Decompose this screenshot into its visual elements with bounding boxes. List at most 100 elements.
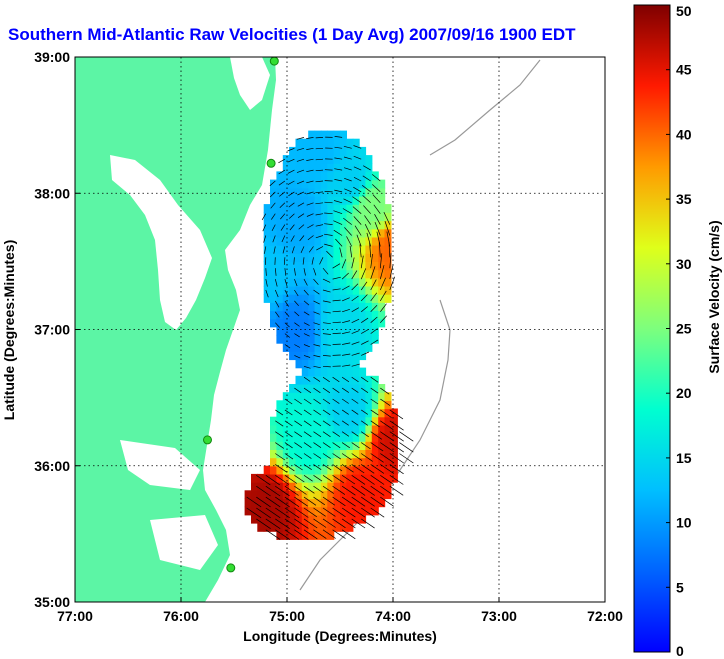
velocity-cell: [270, 220, 277, 230]
velocity-cell: [365, 204, 373, 213]
velocity-cell: [352, 359, 360, 369]
velocity-arrow: [303, 431, 312, 438]
velocity-arrow: [313, 398, 321, 405]
velocity-arrow: [322, 420, 331, 427]
velocity-cell: [282, 531, 290, 540]
velocity-arrow: [361, 398, 368, 404]
velocity-cell: [289, 465, 297, 475]
velocity-cell: [295, 163, 303, 173]
velocity-cell: [289, 171, 297, 181]
velocity-cell: [371, 294, 379, 303]
velocity-arrow: [360, 281, 368, 291]
velocity-arrow: [303, 365, 311, 369]
velocity-cell: [346, 146, 354, 156]
velocity-cell: [282, 523, 290, 532]
velocity-cell: [314, 228, 322, 238]
velocity-cell: [301, 449, 309, 459]
velocity-cell: [295, 351, 303, 361]
velocity-cell: [295, 302, 303, 311]
velocity-cell: [346, 138, 354, 148]
velocity-cell: [289, 433, 297, 442]
velocity-cell: [327, 416, 335, 426]
velocity-cell: [276, 302, 284, 311]
velocity-cell: [359, 473, 367, 483]
velocity-cell: [333, 465, 341, 475]
velocity-cell: [378, 245, 386, 254]
velocity-arrow: [332, 475, 344, 484]
velocity-cell: [333, 220, 341, 230]
velocity-arrow: [322, 387, 331, 394]
velocity-cell: [333, 285, 341, 295]
velocity-arrow: [332, 420, 340, 426]
velocity-cell: [301, 171, 309, 181]
velocity-cell: [327, 449, 335, 459]
velocity-arrow: [389, 431, 404, 442]
velocity-cell: [270, 196, 277, 205]
velocity-cell: [263, 490, 271, 500]
velocity-cell: [352, 302, 360, 311]
velocity-cell: [244, 498, 252, 508]
velocity-cell: [295, 490, 303, 500]
velocity-cell: [289, 318, 297, 328]
velocity-arrow: [271, 224, 276, 232]
velocity-arrow: [380, 420, 394, 430]
velocity-cell: [352, 351, 360, 361]
velocity-cell: [301, 163, 309, 173]
velocity-cell: [371, 424, 379, 434]
velocity-cell: [301, 392, 309, 401]
velocity-cell: [384, 228, 392, 238]
velocity-cell: [346, 196, 354, 205]
velocity-arrow: [342, 320, 351, 324]
velocity-cell: [333, 212, 341, 222]
velocity-cell: [282, 334, 290, 344]
velocity-arrow: [313, 333, 320, 336]
velocity-cell: [359, 482, 367, 491]
velocity-arrow: [322, 496, 335, 506]
velocity-cell: [333, 482, 341, 491]
velocity-cell: [384, 449, 392, 459]
velocity-cell: [333, 155, 341, 164]
velocity-cell: [340, 416, 347, 426]
velocity-arrow: [322, 507, 336, 517]
velocity-arrow: [303, 485, 315, 494]
velocity-cell: [308, 236, 316, 246]
velocity-cell: [276, 433, 284, 442]
velocity-arrow: [303, 507, 317, 518]
velocity-cell: [270, 204, 277, 213]
velocity-cell: [251, 473, 258, 483]
velocity-arrow: [315, 158, 324, 161]
velocity-arrow: [313, 409, 322, 416]
velocity-arrow: [284, 333, 291, 338]
velocity-cell: [308, 465, 316, 475]
velocity-cell: [301, 245, 309, 254]
velocity-cell: [289, 196, 297, 205]
velocity-cell: [333, 228, 341, 238]
velocity-cell: [346, 277, 354, 287]
velocity-cell: [359, 318, 367, 328]
velocity-arrow: [341, 464, 354, 473]
velocity-arrow: [294, 518, 309, 529]
velocity-arrow: [389, 420, 404, 431]
velocity-cell: [308, 220, 316, 230]
velocity-cell: [282, 498, 290, 508]
velocity-cell: [346, 433, 354, 442]
velocity-cell: [314, 310, 322, 320]
velocity-arrow: [374, 214, 381, 225]
velocity-cell: [320, 416, 328, 426]
velocity-cell: [333, 171, 341, 181]
velocity-arrow: [265, 518, 281, 529]
velocity-arrow: [288, 202, 295, 208]
velocity-cell: [282, 473, 290, 483]
velocity-cell: [346, 253, 354, 262]
velocity-cell: [346, 490, 354, 500]
velocity-cell: [365, 163, 373, 173]
velocity-cell: [359, 416, 367, 426]
velocity-cell: [282, 294, 290, 303]
velocity-cell: [359, 506, 367, 516]
velocity-cell: [371, 261, 379, 271]
velocity-arrow: [261, 213, 267, 221]
velocity-cell: [282, 228, 290, 238]
velocity-arrow: [246, 507, 262, 519]
velocity-cell: [320, 326, 328, 336]
velocity-arrow: [353, 216, 362, 225]
